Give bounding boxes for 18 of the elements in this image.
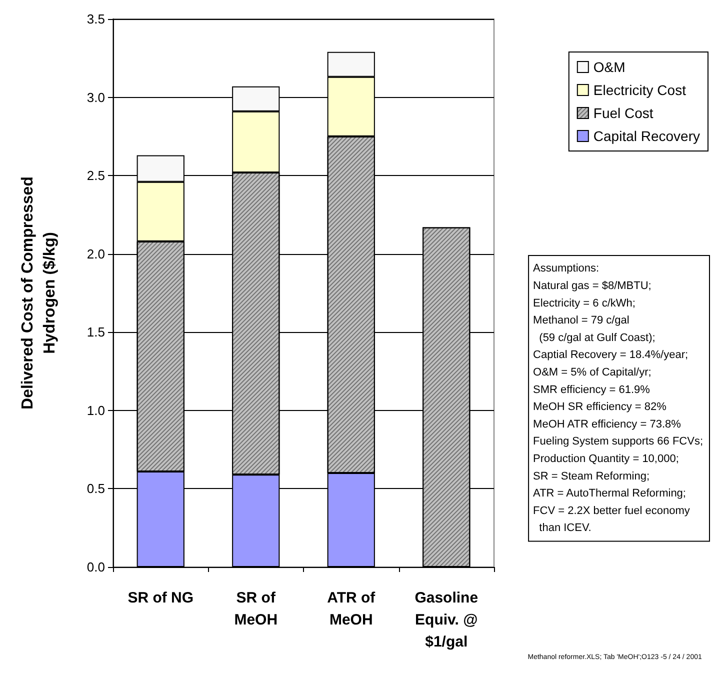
y-axis-title: Delivered Cost of Compressed Hydrogen ($/kg) [20,176,58,410]
legend-label: Fuel Cost [593,105,654,121]
y-tick-label: 1.0 [86,402,105,418]
x-tick-label: Gasoline Equiv. @ $1/gal [414,590,478,650]
y-tick-label: 1.5 [86,324,105,340]
y-tick-label: 2.0 [86,246,105,262]
y-tick-label: 2.5 [86,168,105,184]
x-tick-label: SR of MeOH [234,590,278,628]
legend-label: Capital Recovery [593,128,700,144]
y-tick-label: 3.5 [86,12,105,26]
x-tick-label: ATR of MeOH [327,590,376,628]
y-tick-label: 3.0 [86,90,105,105]
legend-label: Electricity Cost [593,82,686,98]
y-tick-label: 0.0 [86,560,105,574]
x-tick-label: SR of NG [128,590,194,606]
text: Assumptions: Natural gas = $8/MBTU; Electricity = 6 c/kWh; Methanol = 79 c/gal (59 c/gal at Gulf Coast); Captial Recovery = 18.4%/year; O&M = 5% of Capital/yr; SMR efficiency = 61.9% MeOH SR efficiency = 82% MeOH ATR efficiency = 73.8% Fueling System supports 66 FCVs; Production Quantity = 10,000; SR = Steam Reforming; ATR = AutoThermal Reforming; FCV = 2.2X better fuel economy than ICEV. [533,262,704,534]
y-tick-label: 0.5 [86,481,105,496]
legend-label: O&M [593,59,626,75]
